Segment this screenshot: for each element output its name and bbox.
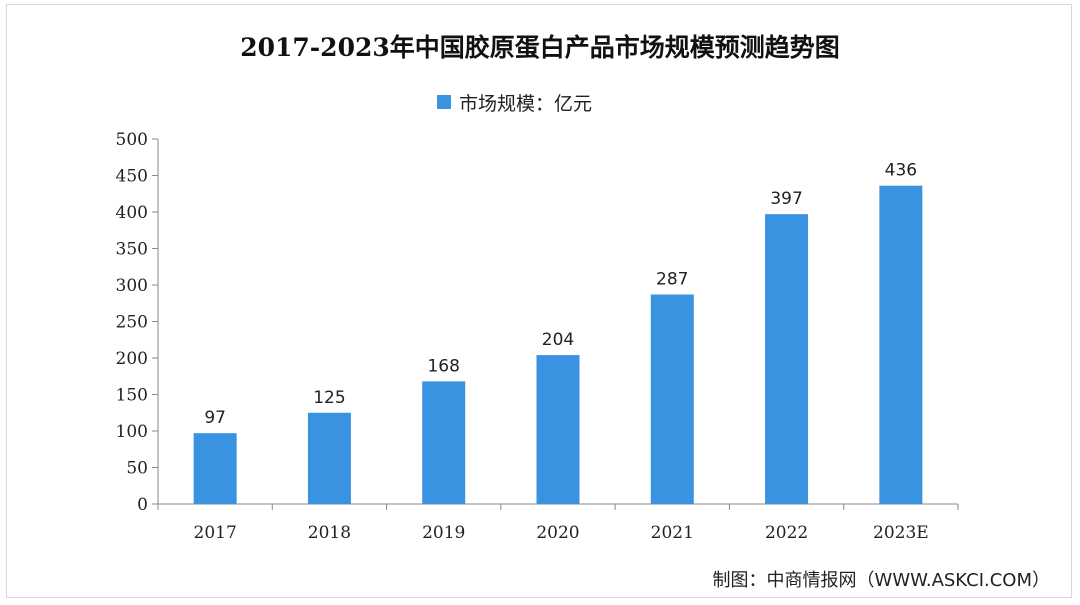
data-label: 397 bbox=[770, 189, 802, 209]
x-tick-label: 2020 bbox=[536, 523, 579, 543]
y-tick-label: 400 bbox=[116, 203, 148, 223]
y-tick-label: 150 bbox=[116, 386, 148, 406]
x-tick-label: 2018 bbox=[308, 523, 351, 543]
x-tick-label: 2019 bbox=[422, 523, 465, 543]
y-tick-label: 300 bbox=[116, 276, 148, 296]
y-tick-label: 500 bbox=[116, 130, 148, 150]
bar bbox=[765, 214, 809, 504]
data-label: 287 bbox=[656, 269, 688, 289]
legend-swatch bbox=[437, 95, 451, 109]
data-label: 168 bbox=[427, 356, 459, 376]
x-tick-label: 2022 bbox=[765, 523, 808, 543]
bar bbox=[307, 412, 351, 504]
y-tick-label: 250 bbox=[116, 313, 148, 333]
bar bbox=[193, 433, 237, 504]
x-tick-label: 2021 bbox=[651, 523, 694, 543]
bar bbox=[650, 294, 694, 504]
y-tick-label: 200 bbox=[116, 349, 148, 369]
x-tick-label: 2017 bbox=[194, 523, 237, 543]
chart-frame bbox=[6, 4, 1072, 598]
y-tick-label: 100 bbox=[116, 422, 148, 442]
y-tick-label: 450 bbox=[116, 167, 148, 187]
legend-label: 市场规模：亿元 bbox=[459, 92, 593, 115]
bar bbox=[536, 355, 580, 504]
data-label: 97 bbox=[204, 408, 226, 428]
data-label: 436 bbox=[885, 161, 917, 181]
y-tick-label: 350 bbox=[116, 240, 148, 260]
y-tick-label: 50 bbox=[126, 459, 148, 479]
source-credit: 制图：中商情报网（WWW.ASKCI.COM） bbox=[712, 570, 1050, 591]
data-label: 204 bbox=[542, 330, 574, 350]
chart-legend: 市场规模：亿元 bbox=[437, 90, 593, 115]
bar bbox=[422, 381, 466, 504]
chart-title: 2017-2023年中国胶原蛋白产品市场规模预测趋势图 bbox=[240, 33, 840, 62]
y-tick-label: 0 bbox=[137, 495, 148, 515]
x-tick-label: 2023E bbox=[873, 523, 929, 543]
data-label: 125 bbox=[313, 388, 345, 408]
bar bbox=[879, 185, 923, 504]
